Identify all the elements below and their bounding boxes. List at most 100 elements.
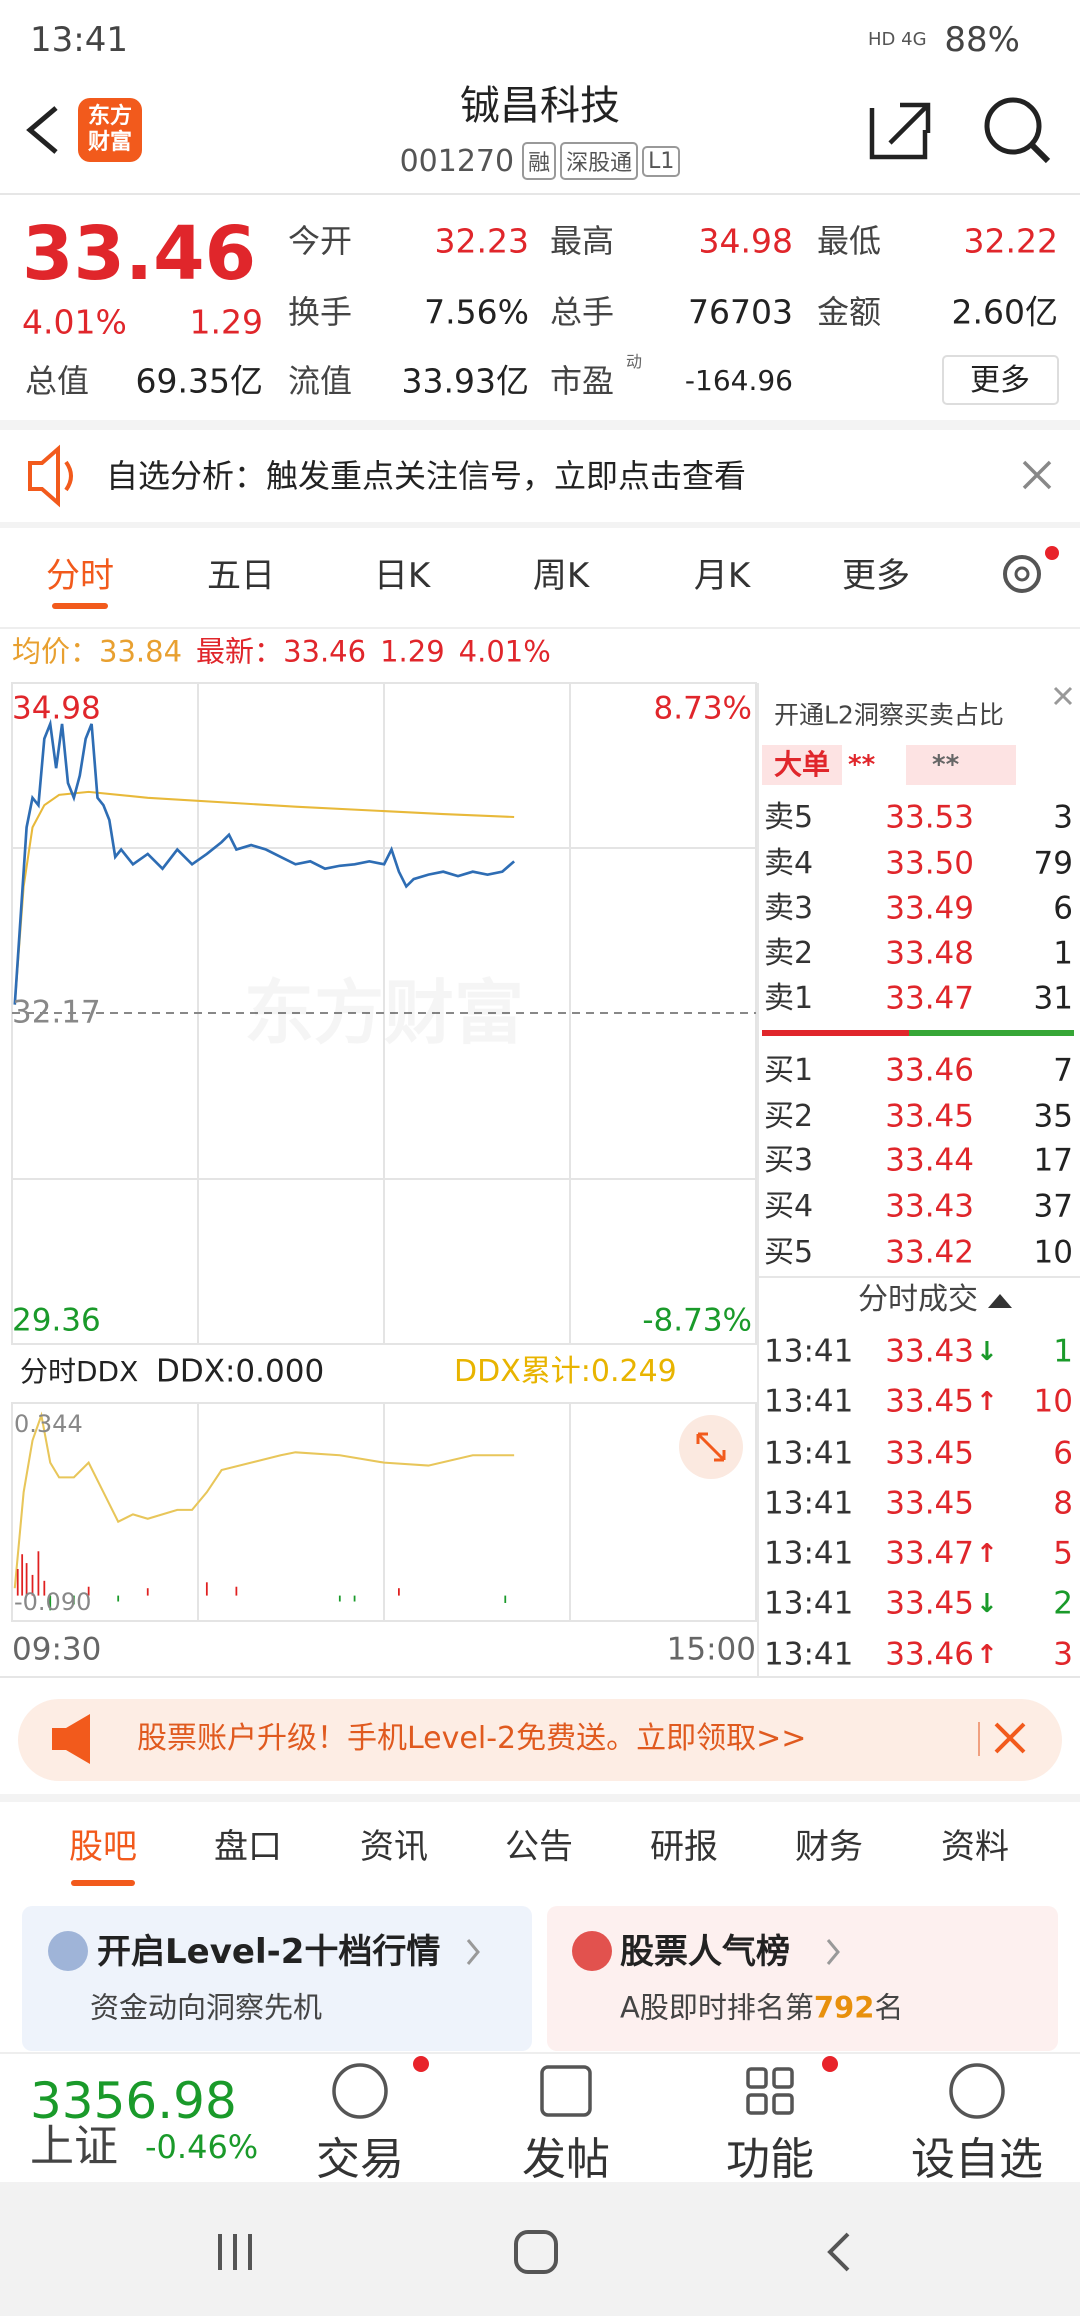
index-change: -0.46% <box>145 2128 259 2166</box>
level-volume: 10 <box>1033 1234 1073 1271</box>
level-price: 33.50 <box>885 845 974 882</box>
info-tab[interactable]: 公告 <box>505 1827 573 1867</box>
trade-arrow: ↑ <box>976 1387 998 1417</box>
divider <box>0 627 1080 629</box>
trade-time: 13:41 <box>764 1535 854 1572</box>
close-icon[interactable] <box>994 1722 1026 1754</box>
level-label: 买4 <box>764 1189 814 1224</box>
settings-icon <box>1014 566 1030 582</box>
nav-label[interactable]: 功能 <box>726 2134 814 2185</box>
info-tab[interactable]: 股吧 <box>69 1827 137 1867</box>
badge-dot <box>413 2056 429 2072</box>
level-volume: 3 <box>1053 799 1073 836</box>
stat-value: 7.56% <box>424 292 529 332</box>
summary-latest-label: 最新： <box>196 634 284 669</box>
divider <box>757 1276 1080 1278</box>
chart-tab[interactable]: 周K <box>532 556 590 596</box>
recents-button[interactable] <box>218 2234 252 2270</box>
watchlist-icon[interactable] <box>949 2063 1005 2119</box>
stat-label: 今开 <box>288 222 353 260</box>
ask-ratio-bar <box>762 1030 909 1036</box>
trade-time: 13:41 <box>764 1383 854 1420</box>
chart-tab[interactable]: 五日 <box>207 556 275 596</box>
chart-tab[interactable]: 日K <box>373 556 431 596</box>
info-tab[interactable]: 资料 <box>941 1827 1009 1867</box>
change: 1.29 <box>189 302 263 342</box>
trade-price: 33.45 <box>885 1485 974 1522</box>
tag: L1 <box>642 145 681 177</box>
level-volume: 1 <box>1053 935 1073 972</box>
info-tab[interactable]: 研报 <box>650 1827 718 1867</box>
nav-label[interactable]: 发帖 <box>522 2134 610 2185</box>
chart-tab[interactable]: 更多 <box>842 556 910 596</box>
level-price: 33.42 <box>885 1234 974 1271</box>
level-label: 买3 <box>764 1143 814 1178</box>
card-title: 开启Level-2十档行情 <box>97 1932 441 1972</box>
nav-label[interactable]: 交易 <box>316 2134 404 2185</box>
level-volume: 7 <box>1053 1052 1073 1089</box>
level-price: 33.47 <box>885 980 974 1017</box>
masked-bg <box>906 745 1016 785</box>
ddx-selector[interactable]: 分时DDX <box>20 1355 139 1388</box>
back-icon[interactable] <box>26 106 58 154</box>
back-button[interactable] <box>827 2232 850 2272</box>
trade-price: 33.43 <box>885 1333 974 1370</box>
divider <box>0 193 1080 195</box>
banner-bg[interactable] <box>18 1699 1062 1781</box>
card[interactable] <box>547 1906 1058 2051</box>
ddx-bars <box>49 1595 507 1611</box>
trade-volume: 6 <box>1053 1435 1073 1472</box>
card-subtitle: 资金动向洞察先机 <box>90 1990 323 2025</box>
level-label: 卖4 <box>764 846 814 881</box>
card-subtitle: 792 <box>813 1990 875 2025</box>
stat-value: 32.22 <box>963 221 1058 261</box>
home-button[interactable] <box>514 2230 558 2274</box>
search-icon[interactable] <box>984 97 1042 155</box>
x-end-label: 15:00 <box>666 1631 756 1668</box>
info-tab[interactable]: 资讯 <box>360 1827 428 1867</box>
trade-icon[interactable] <box>332 2063 388 2119</box>
divider <box>0 1676 1080 1678</box>
info-tab[interactable]: 盘口 <box>214 1827 282 1867</box>
stat-label: 最高 <box>550 222 615 260</box>
function-icon[interactable] <box>746 2067 794 2115</box>
divider <box>0 2052 1080 2054</box>
more-button-label[interactable]: 更多 <box>970 363 1030 398</box>
close-icon[interactable] <box>1053 686 1073 706</box>
badge-dot <box>1045 546 1059 560</box>
card[interactable] <box>22 1906 532 2051</box>
y-high-label: 34.98 <box>12 690 101 727</box>
trade-volume: 1 <box>1053 1333 1073 1370</box>
chevron <box>826 1939 840 1965</box>
trade-arrow: ↓ <box>976 1589 998 1619</box>
divider <box>0 522 1080 528</box>
masked-value: ** <box>932 750 960 780</box>
notice-text[interactable]: 自选分析：触发重点关注信号，立即点击查看 <box>106 457 747 495</box>
card-icon <box>48 1931 88 1971</box>
stat-value: 76703 <box>688 292 793 332</box>
divider <box>0 1794 1080 1802</box>
more-button[interactable] <box>942 355 1059 405</box>
settings-icon[interactable] <box>1003 555 1041 593</box>
price: 33.46 <box>22 211 257 297</box>
banner-text[interactable]: 股票账户升级！手机Level-2免费送。立即领取>> <box>137 1721 807 1756</box>
ddx-y-low: -0.090 <box>14 1588 92 1616</box>
trade-volume: 2 <box>1053 1585 1073 1622</box>
trade-price: 33.45 <box>885 1585 974 1622</box>
level-label: 卖5 <box>764 800 814 835</box>
index-name: 上证 <box>30 2121 118 2172</box>
ddx-value: DDX:0.000 <box>156 1353 325 1390</box>
l2-link[interactable]: 开通L2洞察买卖占比 <box>774 700 1004 730</box>
badge-dot <box>822 2056 838 2072</box>
chart-tab[interactable]: 分时 <box>46 556 114 596</box>
share-icon[interactable] <box>869 102 931 160</box>
big-order-label: 大单 <box>774 748 831 781</box>
post-icon[interactable] <box>540 2065 592 2117</box>
stat-value: 32.23 <box>434 221 529 261</box>
info-tab[interactable]: 财务 <box>795 1827 863 1867</box>
chart-tab[interactable]: 月K <box>693 556 751 596</box>
nav-label[interactable]: 设自选 <box>911 2134 1043 2185</box>
close-icon[interactable] <box>1022 460 1052 490</box>
stat-label: 总手 <box>550 293 615 331</box>
trade-time: 13:41 <box>764 1485 854 1522</box>
